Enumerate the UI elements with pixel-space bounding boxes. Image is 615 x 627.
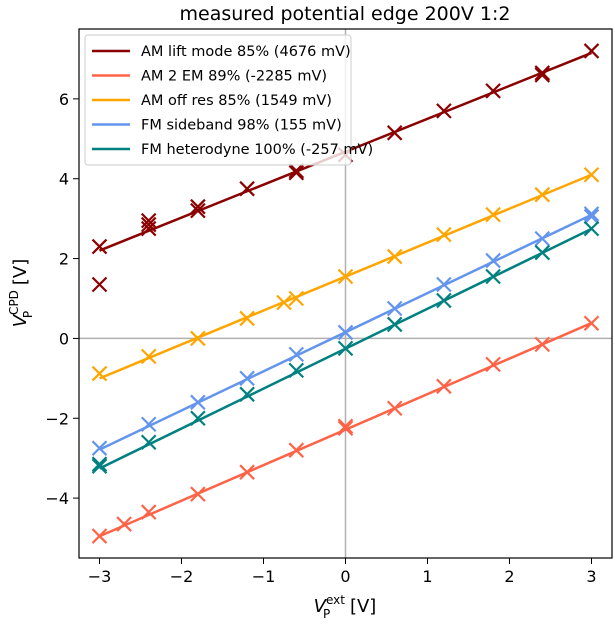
legend-label: AM 2 EM 89% (-2285 mV) (141, 69, 327, 85)
data-point (583, 166, 600, 183)
series-3 (91, 206, 600, 456)
data-point (190, 202, 206, 219)
data-point (91, 440, 108, 456)
y-tick-label: −4 (45, 489, 69, 508)
data-point (337, 418, 354, 435)
data-point (239, 386, 255, 403)
data-point (534, 67, 551, 83)
legend-label: FM sideband 98% (155 mV) (141, 118, 342, 134)
series-2 (91, 166, 600, 382)
y-tick-label: 6 (59, 90, 69, 109)
x-tick-label: −2 (170, 567, 194, 586)
data-point (583, 206, 600, 222)
x-tick-label: 0 (340, 567, 350, 586)
data-point (140, 504, 157, 520)
y-tick-label: 2 (59, 250, 69, 269)
data-point (91, 238, 108, 255)
x-tick-label: −1 (252, 567, 276, 586)
y-tick-label: 4 (59, 170, 69, 189)
data-point (288, 290, 305, 307)
data-point (288, 362, 305, 379)
data-point (436, 103, 452, 119)
series-4 (91, 220, 600, 474)
legend-label: AM off res 85% (1549 mV) (141, 93, 332, 109)
data-point (140, 220, 157, 237)
data-point (534, 230, 551, 247)
data-point (140, 348, 157, 365)
data-point (583, 208, 600, 225)
y-axis-label: VCPDP [V] (7, 259, 35, 328)
x-axis: −3 −2 −1 0 1 2 3 (88, 558, 597, 586)
data-point (239, 180, 255, 197)
data-point (288, 442, 305, 458)
data-point (91, 528, 108, 544)
data-point (436, 276, 452, 293)
data-point (239, 310, 255, 327)
data-point (386, 316, 403, 333)
data-point (140, 416, 157, 433)
legend-label: AM lift mode 85% (4676 mV) (141, 44, 351, 60)
data-point (583, 315, 600, 332)
data-point (140, 434, 157, 450)
data-point (239, 464, 255, 480)
data-point (116, 516, 132, 532)
data-point (190, 410, 206, 427)
data-point (190, 198, 206, 215)
x-axis-label: Vext P [V] (314, 593, 377, 621)
data-point (386, 300, 403, 317)
data-point (239, 370, 255, 387)
data-point (386, 400, 403, 417)
data-point (485, 356, 501, 373)
data-point (190, 486, 206, 502)
data-point (337, 268, 354, 285)
data-point (386, 248, 403, 265)
data-point (288, 162, 305, 179)
data-point (91, 365, 108, 382)
data-point (534, 65, 551, 81)
legend: AM lift mode 85% (4676 mV) AM 2 EM 89% (-… (84, 34, 373, 166)
plot-area (79, 29, 612, 558)
legend-label: FM heterodyne 100% (-257 mV) (141, 142, 373, 158)
data-point (337, 420, 354, 437)
data-point (436, 226, 452, 243)
data-point (485, 206, 501, 223)
x-tick-label: 3 (586, 567, 596, 586)
data-point (190, 330, 206, 347)
data-point (276, 294, 292, 311)
data-point (386, 125, 403, 141)
data-point (337, 324, 354, 341)
y-axis: −4 −2 0 2 4 6 (45, 90, 79, 508)
data-point (485, 268, 501, 285)
data-point (190, 394, 206, 411)
series-1 (91, 315, 600, 544)
y-tick-label: −2 (45, 409, 69, 428)
x-tick-label: −3 (88, 567, 112, 586)
data-point (288, 346, 305, 363)
x-tick-label: 1 (422, 567, 432, 586)
data-point (91, 456, 108, 472)
data-point (485, 252, 501, 269)
data-point (534, 336, 551, 353)
data-point (485, 83, 501, 99)
data-point (583, 43, 600, 59)
y-tick-label: 0 (59, 329, 69, 348)
data-point (534, 244, 551, 261)
x-tick-label: 2 (504, 567, 514, 586)
data-point (288, 164, 305, 181)
data-point (583, 220, 600, 237)
legend-box (84, 34, 352, 166)
data-point (436, 378, 452, 395)
data-point (140, 216, 157, 233)
data-point (91, 458, 108, 474)
chart-title: measured potential edge 200V 1:2 (180, 3, 511, 25)
data-point (534, 186, 551, 203)
data-point (337, 340, 354, 357)
data-point (436, 292, 452, 309)
data-point (91, 276, 108, 293)
